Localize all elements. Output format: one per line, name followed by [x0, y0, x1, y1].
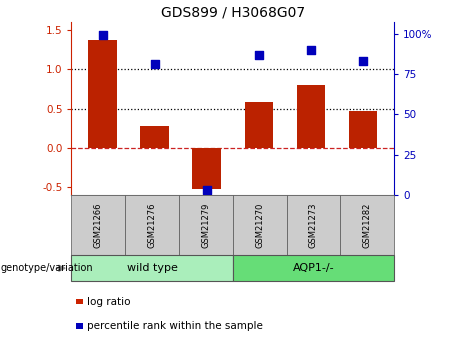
Bar: [89, 40, 117, 148]
Text: GSM21270: GSM21270: [255, 203, 264, 248]
Text: GSM21266: GSM21266: [94, 203, 103, 248]
Point: [99, 32, 106, 38]
Point: [151, 61, 159, 67]
Bar: [244, 102, 273, 148]
Title: GDS899 / H3068G07: GDS899 / H3068G07: [161, 6, 305, 20]
Point: [203, 187, 211, 193]
Bar: [296, 85, 325, 148]
Text: GSM21273: GSM21273: [309, 203, 318, 248]
Text: genotype/variation: genotype/variation: [0, 263, 93, 273]
Text: GSM21279: GSM21279: [201, 203, 210, 248]
Text: GSM21282: GSM21282: [363, 203, 372, 248]
Text: percentile rank within the sample: percentile rank within the sample: [87, 321, 263, 331]
Bar: [141, 126, 169, 148]
Text: GSM21276: GSM21276: [148, 203, 157, 248]
Point: [255, 52, 262, 57]
Text: log ratio: log ratio: [87, 297, 130, 307]
Point: [307, 47, 314, 52]
Bar: [349, 111, 377, 148]
Bar: [193, 148, 221, 189]
Text: wild type: wild type: [127, 263, 177, 273]
Text: AQP1-/-: AQP1-/-: [293, 263, 334, 273]
Point: [359, 58, 366, 64]
